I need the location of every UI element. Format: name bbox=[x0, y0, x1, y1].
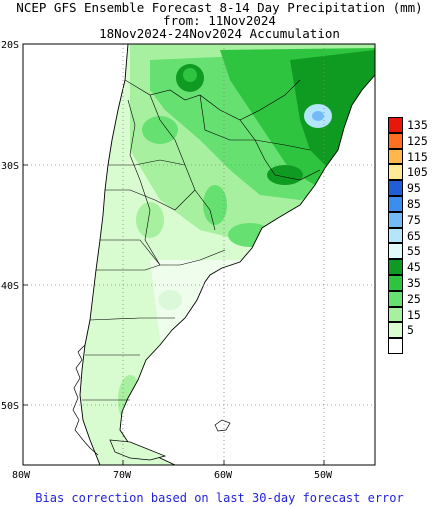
lon-tick-label: 50W bbox=[314, 470, 333, 481]
legend-label: 65 bbox=[407, 228, 421, 243]
legend-label: 115 bbox=[407, 149, 428, 164]
legend-label: 105 bbox=[407, 165, 428, 180]
legend-label: 5 bbox=[407, 323, 414, 338]
legend-swatch bbox=[388, 117, 403, 133]
lat-tick-label: 40S bbox=[1, 281, 19, 292]
atlantic-coastline bbox=[119, 74, 375, 465]
map-title-line-2: from: 11Nov2024 bbox=[163, 13, 276, 28]
legend-label: 45 bbox=[407, 260, 421, 275]
legend-swatch bbox=[388, 290, 403, 307]
legend-swatch bbox=[388, 322, 403, 339]
legend-swatch bbox=[388, 243, 403, 260]
legend-label: 15 bbox=[407, 307, 421, 322]
legend-swatch bbox=[388, 148, 403, 165]
falkland-islands bbox=[214, 419, 231, 432]
legend-label: 95 bbox=[407, 181, 421, 196]
legend-label: 135 bbox=[407, 118, 428, 132]
map-title-line-1: NCEP GFS Ensemble Forecast 8-14 Day Prec… bbox=[16, 0, 423, 15]
lon-tick-label: 60W bbox=[214, 470, 233, 481]
tierra-del-fuego bbox=[109, 439, 167, 461]
legend-swatch bbox=[388, 180, 403, 196]
legend-swatch bbox=[388, 227, 403, 244]
lat-tick-label: 50S bbox=[1, 401, 19, 412]
legend-swatch bbox=[388, 259, 403, 275]
fjord-islands bbox=[72, 344, 99, 456]
lat-tick-label: 30S bbox=[1, 161, 19, 172]
map-title-line-3: 18Nov2024-24Nov2024 Accumulation bbox=[99, 26, 340, 41]
lon-tick-label: 70W bbox=[113, 470, 132, 481]
legend-swatch bbox=[388, 132, 403, 149]
axis-ticks bbox=[23, 164, 325, 465]
legend-label: 125 bbox=[407, 133, 428, 148]
graticule bbox=[23, 44, 375, 465]
legend-label: 85 bbox=[407, 197, 421, 211]
legend-swatch bbox=[388, 306, 403, 323]
legend-label: 75 bbox=[407, 212, 421, 227]
map-border bbox=[22, 43, 376, 466]
legend-swatch bbox=[388, 164, 403, 181]
legend-swatch bbox=[388, 211, 403, 228]
legend-label: 35 bbox=[407, 276, 421, 290]
political-borders bbox=[82, 79, 321, 401]
lon-tick-label: 80W bbox=[12, 470, 31, 481]
legend-swatch bbox=[388, 275, 403, 291]
bias-correction-note: Bias correction based on last 30-day for… bbox=[35, 491, 404, 505]
legend-label: 55 bbox=[407, 244, 421, 259]
lat-tick-label: 20S bbox=[1, 40, 19, 51]
legend-label: 25 bbox=[407, 291, 421, 306]
legend-swatch bbox=[388, 338, 403, 354]
legend-swatch bbox=[388, 196, 403, 212]
